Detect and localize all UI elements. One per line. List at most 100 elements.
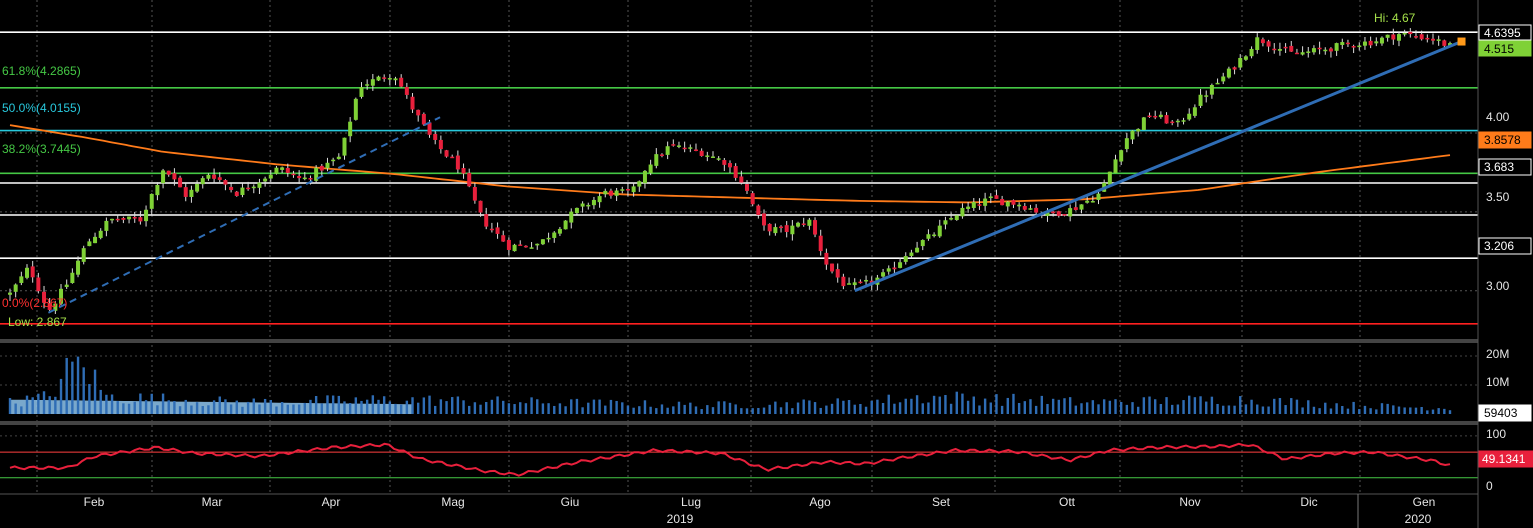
volume-bar — [218, 396, 221, 414]
candle-body — [597, 196, 602, 203]
month-label-gen: Gen — [1413, 495, 1436, 509]
candle-body — [1283, 46, 1288, 49]
volume-bar — [1346, 408, 1350, 414]
candle-body — [960, 207, 965, 217]
volume-bar — [1085, 402, 1089, 414]
volume-bar — [37, 393, 40, 414]
volume-bar — [762, 407, 766, 414]
candle-body — [1153, 115, 1158, 118]
volume-bar — [309, 399, 312, 414]
volume-bar — [48, 396, 51, 414]
volume-bar — [1426, 410, 1429, 414]
volume-bar — [1199, 396, 1202, 414]
volume-bar — [966, 400, 970, 414]
candle-body — [1170, 121, 1175, 124]
volume-bar — [853, 404, 856, 414]
candle-body — [427, 122, 432, 135]
candle-body — [1419, 34, 1424, 40]
candle-body — [70, 272, 75, 284]
volume-bar — [632, 407, 635, 414]
volume-bar — [1273, 398, 1276, 414]
volume-bar — [54, 396, 57, 414]
volume-bar — [1369, 408, 1372, 414]
volume-bar — [394, 403, 397, 414]
volume-bar — [706, 405, 709, 414]
volume-bar — [830, 403, 834, 414]
candle-body — [393, 78, 398, 81]
candle-body — [835, 269, 840, 278]
candle-body — [512, 244, 517, 252]
candle-body — [1442, 40, 1447, 46]
tag-volume-last: 59403 — [1478, 404, 1532, 422]
volume-bar — [184, 399, 187, 414]
volume-bar — [700, 409, 703, 414]
candle-body — [750, 193, 755, 205]
candle-body — [1436, 39, 1441, 41]
candle-body — [654, 154, 659, 166]
volume-bar — [638, 406, 641, 414]
candle-body — [291, 173, 296, 176]
volume-bar — [59, 378, 63, 414]
volume-bar — [740, 408, 743, 414]
volume-bar — [65, 357, 68, 414]
month-label-apr: Apr — [322, 495, 341, 509]
candle-body — [217, 177, 222, 180]
volume-bar — [195, 402, 199, 414]
volume-bar — [71, 361, 74, 414]
candle-body — [926, 234, 931, 239]
volume-bar — [859, 404, 862, 414]
candle-body — [8, 292, 12, 295]
candle-body — [1430, 38, 1435, 41]
volume-bar — [1216, 403, 1219, 414]
candle-body — [1181, 120, 1186, 122]
candle-body — [115, 218, 120, 221]
volume-bar — [1068, 397, 1072, 414]
volume-bar — [451, 397, 454, 414]
candle-body — [1334, 43, 1339, 51]
tag-3-8578: 3.8578 — [1478, 131, 1532, 149]
volume-bar — [1443, 408, 1446, 414]
volume-bar — [1392, 405, 1395, 414]
candle-body — [937, 225, 942, 237]
volume-bar — [105, 394, 108, 414]
volume-bar — [388, 401, 392, 414]
sma-line — [9, 124, 1451, 204]
volume-bar — [570, 399, 573, 414]
volume-bar — [808, 400, 811, 414]
candle-body — [773, 227, 778, 234]
volume-bar — [382, 396, 386, 414]
volume-bar — [76, 356, 80, 414]
candle-body — [779, 226, 784, 229]
volume-bar — [1108, 400, 1112, 414]
volume-bar — [604, 405, 607, 414]
month-label-dic: Dic — [1300, 495, 1317, 509]
tag-volume-last-text: 59403 — [1484, 406, 1518, 420]
candle-body — [229, 186, 234, 190]
candle-body — [336, 156, 341, 160]
candle-body — [671, 144, 676, 146]
volume-bar — [411, 397, 414, 414]
candle-body — [1379, 37, 1384, 44]
candle-body — [580, 203, 585, 207]
volume-bar — [439, 399, 443, 414]
tag-4-515: 4.515 — [1478, 40, 1532, 57]
candle-body — [433, 134, 438, 140]
candle-body — [1413, 36, 1418, 38]
volume-bar — [1153, 399, 1157, 414]
volume-bar — [694, 406, 698, 414]
panel-dividers — [0, 0, 1479, 528]
candle-body — [1232, 67, 1237, 70]
candle-body — [1294, 52, 1299, 55]
candle-body — [1113, 159, 1118, 174]
volume-bar — [110, 394, 114, 414]
volume-bar — [1102, 399, 1106, 414]
volume-bar — [473, 402, 477, 414]
volume-bar — [779, 407, 783, 414]
month-label-set: Set — [932, 495, 951, 509]
volume-bar — [433, 405, 437, 414]
candle-body — [631, 186, 636, 193]
candle-body — [183, 187, 188, 197]
volume-bar — [1307, 400, 1310, 414]
volume-bar — [734, 404, 737, 414]
volume-bar — [337, 395, 341, 414]
